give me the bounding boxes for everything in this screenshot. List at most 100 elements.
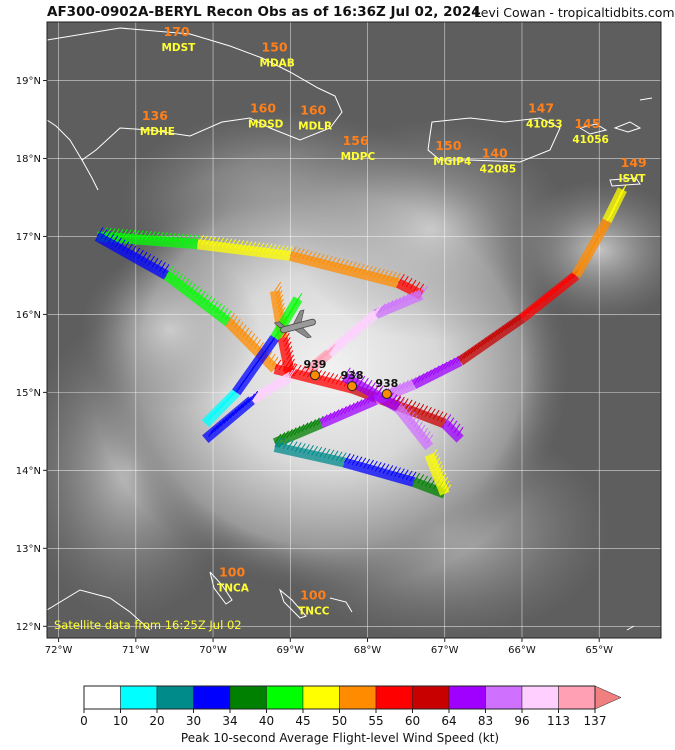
colorbar-swatch xyxy=(266,685,304,710)
station-value: 149 xyxy=(621,155,647,170)
station-value: 170 xyxy=(163,24,189,39)
colorbar-swatch xyxy=(521,685,559,710)
station-value: 150 xyxy=(435,138,461,153)
station-obs: 147 41053 xyxy=(526,100,563,130)
station-value: 145 xyxy=(574,116,600,131)
station-name: MDLR xyxy=(298,121,332,133)
station-name: MDAB xyxy=(260,58,295,70)
pressure-value: 938 xyxy=(341,369,364,382)
lat-tick-label: 15°N xyxy=(16,388,41,399)
colorbar-tick: 30 xyxy=(186,714,201,728)
station-obs: 149 ISVT xyxy=(619,155,647,185)
station-value: 100 xyxy=(219,564,245,579)
colorbar-swatch xyxy=(558,685,596,710)
colorbar-swatch xyxy=(83,685,121,710)
colorbar-tick: 60 xyxy=(405,714,420,728)
colorbar-tick: 64 xyxy=(441,714,456,728)
colorbar-swatch xyxy=(193,685,231,710)
lat-tick-label: 14°N xyxy=(16,466,41,477)
colorbar-tick: 50 xyxy=(332,714,347,728)
station-name: MGIP4 xyxy=(433,156,471,168)
pressure-obs: 938 xyxy=(341,369,364,392)
pressure-marker xyxy=(309,370,320,381)
station-value: 160 xyxy=(300,103,326,118)
lon-tick-label: 69°W xyxy=(276,645,304,656)
station-name: MDST xyxy=(161,42,196,54)
station-name: MDHE xyxy=(140,126,175,138)
colorbar-swatch xyxy=(375,685,413,710)
station-value: 150 xyxy=(262,40,288,55)
colorbar-tick: 83 xyxy=(478,714,493,728)
colorbar-swatch xyxy=(229,685,267,710)
station-name: TNCC xyxy=(298,606,330,618)
lat-tick-label: 19°N xyxy=(16,76,41,87)
colorbar-tick: 96 xyxy=(514,714,529,728)
pressure-obs: 939 xyxy=(304,358,327,381)
pressure-marker xyxy=(347,381,358,392)
lon-tick-label: 72°W xyxy=(45,645,73,656)
lon-tick-label: 66°W xyxy=(508,645,536,656)
lon-tick-label: 65°W xyxy=(585,645,613,656)
station-obs: 150 MGIP4 xyxy=(433,138,471,168)
station-obs: 136 MDHE xyxy=(140,108,175,138)
colorbar-extend xyxy=(594,685,622,710)
colorbar-tick: 10 xyxy=(113,714,128,728)
station-value: 160 xyxy=(250,100,276,115)
colorbar-tick: 40 xyxy=(259,714,274,728)
colorbar-tick: 113 xyxy=(547,714,570,728)
station-obs: 160 MDLR xyxy=(298,103,332,133)
pressure-value: 938 xyxy=(375,377,398,390)
station-value: 136 xyxy=(142,108,168,123)
pressure-marker xyxy=(381,388,392,399)
station-name: TNCA xyxy=(217,582,250,594)
station-name: 42085 xyxy=(480,164,517,176)
colorbar-swatch xyxy=(156,685,194,710)
pressure-obs: 938 xyxy=(375,377,398,399)
pressure-value: 939 xyxy=(304,358,327,371)
lon-tick-label: 68°W xyxy=(354,645,382,656)
colorbar-swatch xyxy=(120,685,158,710)
credit-text: Levi Cowan - tropicaltidbits.com xyxy=(474,5,675,20)
lon-tick-label: 71°W xyxy=(122,645,150,656)
colorbar-swatch xyxy=(302,685,340,710)
colorbar-swatch xyxy=(412,685,450,710)
colorbar-tick: 137 xyxy=(584,714,607,728)
station-obs: 150 MDAB xyxy=(260,40,295,70)
station-obs: 156 MDPC xyxy=(341,133,376,163)
lat-tick-label: 12°N xyxy=(16,622,41,633)
station-value: 156 xyxy=(343,133,369,148)
colorbar-tick: 55 xyxy=(368,714,383,728)
satellite-note: Satellite data from 16:25Z Jul 02 xyxy=(54,618,242,632)
station-value: 100 xyxy=(300,588,326,603)
station-value: 147 xyxy=(528,100,554,115)
lat-tick-label: 17°N xyxy=(16,232,41,243)
station-obs: 100 TNCC xyxy=(298,588,330,618)
station-name: MDPC xyxy=(341,151,376,163)
lon-tick-label: 70°W xyxy=(199,645,227,656)
aircraft-icon xyxy=(273,309,316,339)
colorbar-swatch xyxy=(448,685,486,710)
station-obs: 170 MDST xyxy=(161,24,196,54)
colorbar-tick: 34 xyxy=(222,714,237,728)
map-title: AF300-0902A-BERYL Recon Obs as of 16:36Z… xyxy=(47,4,481,20)
pressure-observations: 939 938 938 xyxy=(304,358,398,399)
lat-tick-label: 18°N xyxy=(16,154,41,165)
colorbar-tick: 0 xyxy=(80,714,88,728)
station-obs: 160 MDSD xyxy=(248,100,284,130)
station-name: 41056 xyxy=(572,134,609,146)
station-obs: 100 TNCA xyxy=(217,564,250,594)
station-observations: 170 MDST 150 MDAB 136 MDHE 160 MDSD 160 MDLR 156 MD… xyxy=(140,24,647,618)
lat-tick-label: 16°N xyxy=(16,310,41,321)
station-obs: 145 41056 xyxy=(572,116,609,146)
lon-tick-label: 67°W xyxy=(431,645,459,656)
colorbar-swatch xyxy=(485,685,523,710)
colorbar-tick: 20 xyxy=(149,714,164,728)
map-frame xyxy=(46,21,662,639)
station-name: ISVT xyxy=(619,173,647,185)
station-name: 41053 xyxy=(526,118,563,130)
station-value: 140 xyxy=(482,146,508,161)
colorbar-swatch xyxy=(339,685,377,710)
colorbar-label: Peak 10-second Average Flight-level Wind… xyxy=(181,731,499,745)
